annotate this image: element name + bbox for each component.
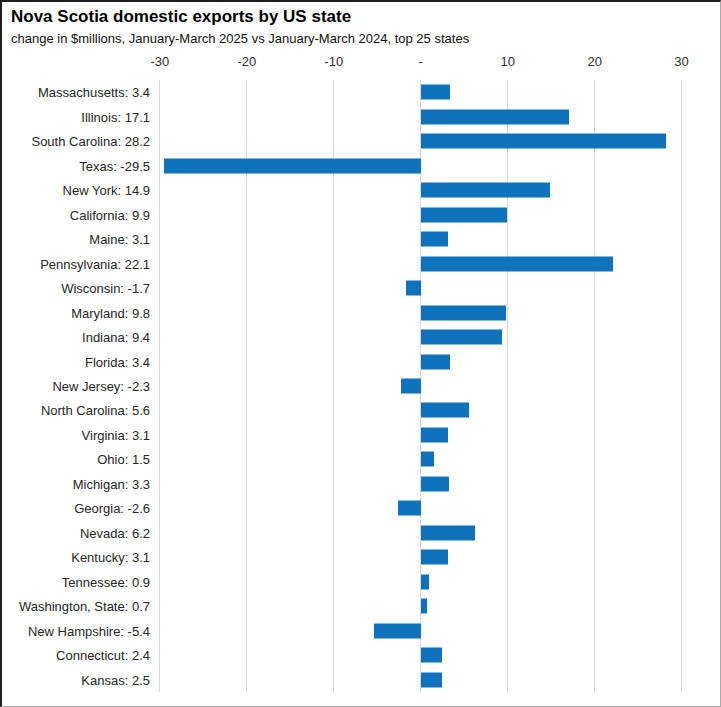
row-label: Michigan: 3.3	[73, 476, 150, 491]
row-label: Illinois: 17.1	[81, 109, 150, 124]
bar	[421, 427, 448, 442]
bar-row: New York: 14.9	[2, 178, 720, 202]
chart-frame: Nova Scotia domestic exports by US state…	[0, 0, 721, 707]
bar-row: North Carolina: 5.6	[2, 398, 720, 422]
row-label: New Hampshire: -5.4	[28, 623, 150, 638]
x-axis-tick-label: 30	[674, 54, 688, 69]
bar-row: Maine: 3.1	[2, 227, 720, 251]
row-label: Kansas: 2.5	[81, 672, 150, 687]
row-label: New Jersey: -2.3	[52, 378, 150, 393]
bar	[421, 403, 470, 418]
x-axis-tick-label: -10	[324, 54, 343, 69]
bar	[374, 623, 421, 638]
bar-row: Georgia: -2.6	[2, 496, 720, 520]
row-label: South Carolina: 28.2	[31, 134, 150, 149]
row-label: Texas: -29.5	[79, 158, 150, 173]
x-axis-tick-label: 10	[500, 54, 514, 69]
row-label: Massachusetts: 3.4	[38, 85, 150, 100]
bar-row: California: 9.9	[2, 202, 720, 226]
row-label: Kentucky: 3.1	[71, 550, 150, 565]
bar	[421, 525, 475, 540]
bar-row: Kansas: 2.5	[2, 668, 720, 692]
bar	[421, 550, 448, 565]
plot-area: -30-20-10-102030Massachusetts: 3.4Illino…	[2, 2, 720, 706]
bar-row: Indiana: 9.4	[2, 325, 720, 349]
bar-row: Florida: 3.4	[2, 349, 720, 373]
row-label: Pennsylvania: 22.1	[40, 256, 150, 271]
row-label: Virginia: 3.1	[82, 427, 150, 442]
x-axis-tick-label: 20	[587, 54, 601, 69]
row-label: Florida: 3.4	[85, 354, 150, 369]
bar	[421, 134, 666, 149]
row-label: Maine: 3.1	[89, 232, 150, 247]
bar	[421, 256, 613, 271]
bar	[421, 305, 506, 320]
row-label: California: 9.9	[70, 207, 150, 222]
bar-row: South Carolina: 28.2	[2, 129, 720, 153]
bar-row: Tennessee: 0.9	[2, 570, 720, 594]
bar-row: Kentucky: 3.1	[2, 545, 720, 569]
x-axis-tick-label: -20	[237, 54, 256, 69]
bar	[421, 109, 570, 124]
bar	[421, 330, 503, 345]
bar-row: Nevada: 6.2	[2, 521, 720, 545]
bar	[421, 574, 429, 589]
bar-row: New Jersey: -2.3	[2, 374, 720, 398]
bar	[421, 476, 450, 491]
bar-row: Maryland: 9.8	[2, 300, 720, 324]
row-label: Maryland: 9.8	[71, 305, 150, 320]
bar	[406, 281, 421, 296]
bar-row: Virginia: 3.1	[2, 423, 720, 447]
x-axis-tick-label: -30	[150, 54, 169, 69]
row-label: Georgia: -2.6	[74, 501, 150, 516]
bar-row: Pennsylvania: 22.1	[2, 251, 720, 275]
row-label: Wisconsin: -1.7	[61, 281, 150, 296]
bar	[164, 158, 421, 173]
bar-row: Wisconsin: -1.7	[2, 276, 720, 300]
row-label: New York: 14.9	[63, 183, 150, 198]
row-label: Ohio: 1.5	[97, 452, 150, 467]
bar-row: New Hampshire: -5.4	[2, 619, 720, 643]
row-label: Nevada: 6.2	[80, 525, 150, 540]
bar	[421, 452, 434, 467]
row-label: North Carolina: 5.6	[41, 403, 150, 418]
bar	[421, 207, 507, 222]
row-label: Connecticut: 2.4	[56, 648, 150, 663]
bar	[421, 354, 451, 369]
row-label: Tennessee: 0.9	[62, 574, 150, 589]
bar-row: Washington, State: 0.7	[2, 594, 720, 618]
row-label: Washington, State: 0.7	[19, 599, 150, 614]
bar	[401, 378, 421, 393]
bar-row: Connecticut: 2.4	[2, 643, 720, 667]
bar	[421, 599, 427, 614]
bar	[421, 232, 448, 247]
bar	[421, 183, 551, 198]
bar	[398, 501, 421, 516]
bar-row: Illinois: 17.1	[2, 104, 720, 128]
x-axis-tick-label: -	[419, 54, 423, 69]
bar	[421, 648, 442, 663]
row-label: Indiana: 9.4	[82, 330, 150, 345]
bar	[421, 672, 443, 687]
bar-row: Ohio: 1.5	[2, 447, 720, 471]
bar-row: Texas: -29.5	[2, 153, 720, 177]
bar	[421, 85, 451, 100]
bar-row: Michigan: 3.3	[2, 472, 720, 496]
bar-row: Massachusetts: 3.4	[2, 80, 720, 104]
